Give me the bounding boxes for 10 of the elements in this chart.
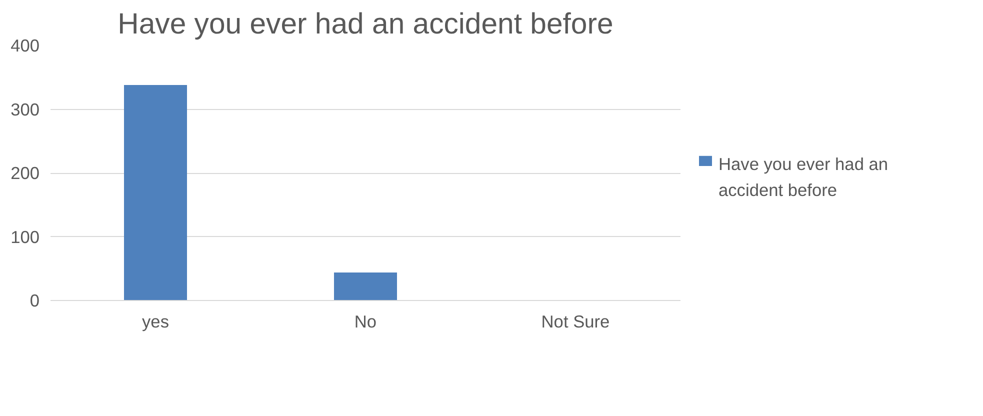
chart-title: Have you ever had an accident before (118, 8, 614, 40)
x-tick-label: yes (142, 312, 170, 332)
y-tick-label: 0 (30, 290, 40, 310)
x-tick-label: Not Sure (541, 312, 610, 332)
y-tick-label: 100 (10, 226, 40, 247)
x-tick-label: No (354, 312, 377, 332)
legend-label: Have you ever had an accident before (718, 154, 888, 200)
y-tick-label: 200 (10, 163, 40, 183)
y-tick-label: 300 (10, 99, 40, 120)
y-tick-label: 400 (10, 36, 40, 56)
